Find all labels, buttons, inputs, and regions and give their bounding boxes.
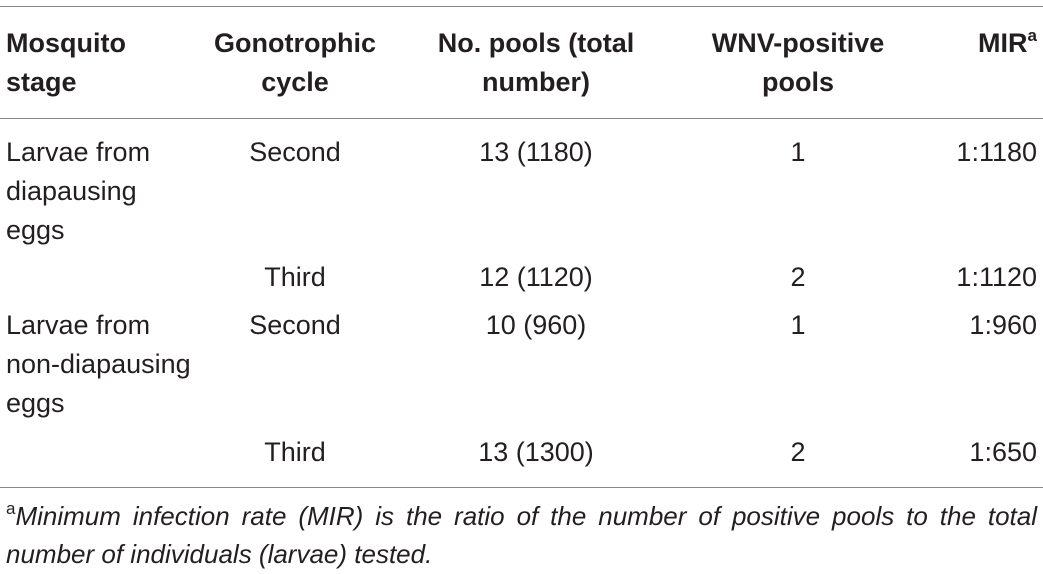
row-4-wnv-positive: 2 [790,437,806,467]
header-gonotrophic-cycle: Gonotrophic cycle [200,24,390,102]
row-4-no-pools: 13 (1300) [478,437,594,467]
row-3-stage-line1: Larvae from [6,310,151,340]
header-gonotrophic-cycle-line2: cycle [261,67,329,97]
footnote-marker: a [6,499,16,518]
row-1-stage-line3: eggs [6,215,65,245]
row-1-stage-line1: Larvae from [6,137,151,167]
row-4-gonotrophic-cycle: Third [264,437,326,467]
header-mosquito-stage-line1: Mosquito [6,28,126,58]
row-2-no-pools: 12 (1120) [479,262,593,292]
table-bottom-rule [0,487,1043,488]
header-mir: MIRa [930,24,1037,63]
row-3-no-pools: 10 (960) [485,310,587,340]
row-2-gonotrophic-cycle: Third [264,262,326,292]
header-wnv-positive-pools: WNV-positive pools [698,24,898,102]
row-3-stage-line2: non-diapausing [6,349,191,379]
row-1-wnv-positive: 1 [790,137,806,167]
header-wnv-positive-line1: WNV-positive [711,28,885,58]
row-3-wnv-positive: 1 [790,310,806,340]
footnote-text: Minimum infection rate (MIR) is the rati… [6,501,1037,569]
row-3-mosquito-stage: Larvae from non-diapausing eggs [6,306,206,423]
row-4-mir: 1:650 [969,437,1037,467]
header-wnv-positive-line2: pools [762,67,834,97]
header-mir-footnote-marker: a [1027,26,1037,45]
header-mir-label: MIR [978,28,1028,58]
header-no-pools-line1: No. pools (total [437,28,635,58]
table-footnote: aMinimum infection rate (MIR) is the rat… [6,497,1037,573]
row-2-mir: 1:1120 [956,262,1037,292]
header-no-pools: No. pools (total number) [405,24,667,102]
row-1-mir: 1:1180 [956,137,1037,167]
header-no-pools-line2: number) [482,67,590,97]
row-2-wnv-positive: 2 [790,262,806,292]
header-mosquito-stage-line2: stage [6,67,77,97]
row-1-gonotrophic-cycle: Second [249,137,341,167]
table-top-rule [0,6,1043,7]
header-gonotrophic-cycle-line1: Gonotrophic [214,28,376,58]
row-3-stage-line3: eggs [6,388,65,418]
row-1-no-pools: 13 (1180) [479,137,593,167]
row-3-gonotrophic-cycle: Second [249,310,341,340]
row-3-mir: 1:960 [969,310,1037,340]
header-mosquito-stage: Mosquito stage [6,24,176,102]
row-1-stage-line2: diapausing [6,176,137,206]
row-1-mosquito-stage: Larvae from diapausing eggs [6,133,206,250]
table-header-rule [0,118,1043,119]
